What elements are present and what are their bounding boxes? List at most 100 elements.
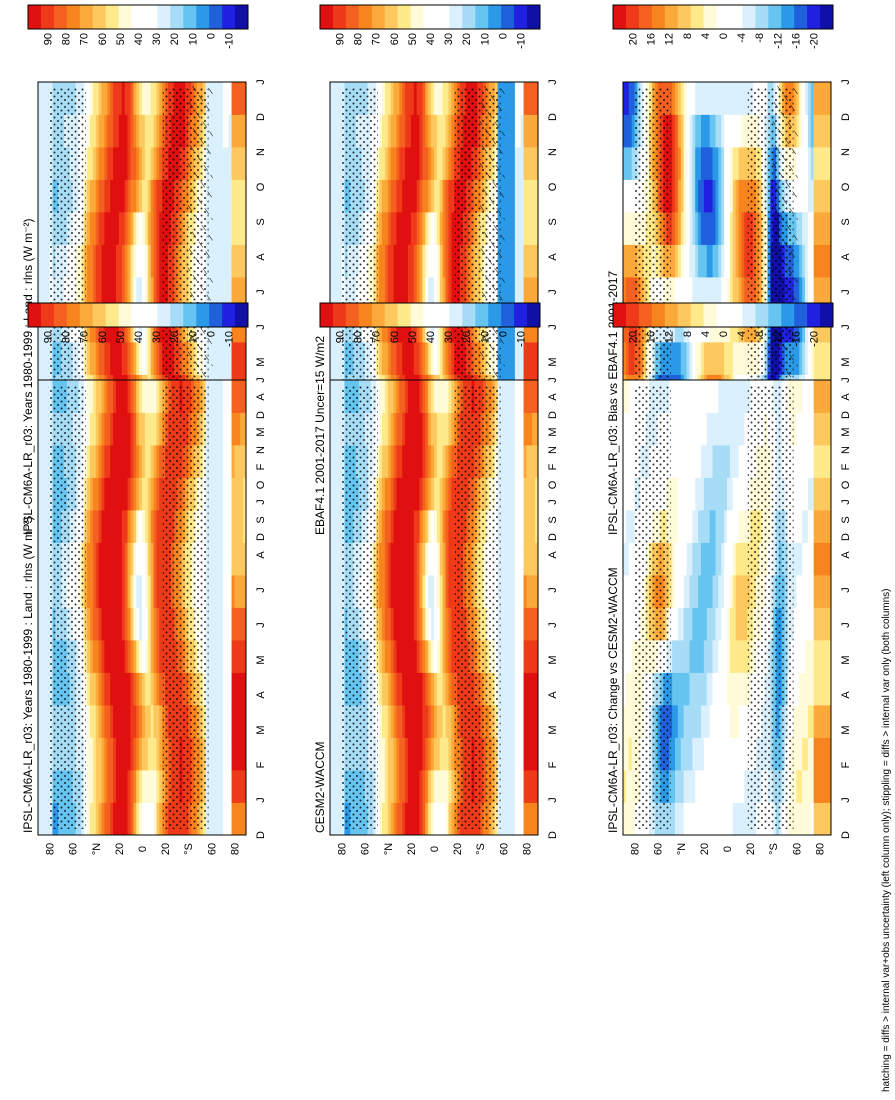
heatmap-cell <box>234 244 238 278</box>
heatmap-cell <box>243 412 247 446</box>
heatmap-cell <box>439 575 444 608</box>
heatmap-cell <box>526 737 530 771</box>
colorbar-frame <box>27 4 249 30</box>
heatmap-cell <box>95 412 100 446</box>
heatmap-cell <box>532 179 536 213</box>
heatmap-cell <box>410 147 415 180</box>
heatmap-cell <box>436 244 441 278</box>
heatmap-cell <box>234 277 238 310</box>
heatmap-cell <box>92 510 97 543</box>
heatmap-cell <box>408 542 412 576</box>
heatmap-cell <box>384 114 389 148</box>
colorbar-tick-label: 0 <box>497 331 509 337</box>
heatmap-cell <box>87 212 91 245</box>
heatmap-cell <box>393 412 397 446</box>
heatmap-cell <box>503 802 507 836</box>
heatmap-cell <box>419 179 423 213</box>
heatmap-cell <box>451 277 455 310</box>
heatmap-cell <box>211 212 215 245</box>
heatmap-cell <box>727 342 731 375</box>
heatmap-cell <box>153 445 157 478</box>
heatmap-cell <box>410 82 415 115</box>
heatmap-cell <box>387 380 392 413</box>
heatmap-cell <box>127 380 131 413</box>
heatmap-cell <box>147 477 152 511</box>
stippling-region <box>454 386 501 829</box>
heatmap-cell <box>741 179 745 213</box>
heatmap-cell <box>431 737 435 771</box>
heatmap-cell <box>379 802 383 836</box>
heatmap-cell <box>159 510 163 543</box>
heatmap-cell <box>231 737 235 771</box>
heatmap-cell <box>514 770 519 803</box>
heatmap-cell <box>451 802 455 836</box>
heatmap-cell <box>709 147 713 180</box>
heatmap-cell <box>127 212 131 245</box>
heatmap-cell <box>118 672 123 706</box>
heatmap-cell <box>503 445 507 478</box>
heatmap-cell <box>113 477 117 511</box>
heatmap-cell <box>225 477 230 511</box>
heatmap-cell <box>431 244 435 278</box>
heatmap-cell <box>156 672 160 706</box>
heatmap-cell <box>211 342 215 375</box>
heatmap-cell <box>330 510 334 543</box>
heatmap-cell <box>413 607 418 641</box>
heatmap-cell <box>95 575 100 608</box>
heatmap-cell <box>503 607 507 641</box>
heatmap-cell <box>217 179 221 213</box>
heatmap-cell <box>98 737 102 771</box>
heatmap-cell <box>413 802 418 836</box>
heatmap-cell <box>625 244 630 278</box>
heatmap-cell <box>628 244 633 278</box>
heatmap-cell <box>535 705 539 738</box>
heatmap-cell <box>118 179 123 213</box>
heatmap-cell <box>509 705 513 738</box>
heatmap-cell <box>335 770 340 803</box>
heatmap-cell <box>87 575 91 608</box>
heatmap-cell <box>338 575 342 608</box>
heatmap-cell <box>127 705 131 738</box>
heatmap-cell <box>376 607 380 641</box>
heatmap-cell <box>130 542 134 576</box>
heatmap-cell <box>214 510 218 543</box>
heatmap-cell <box>243 705 247 738</box>
heatmap-cell <box>503 477 507 511</box>
heatmap-cell <box>136 607 140 641</box>
heatmap-cell <box>237 412 241 446</box>
heatmap-cell <box>434 542 438 576</box>
heatmap-cell <box>222 542 227 576</box>
heatmap-cell <box>451 114 455 148</box>
heatmap-cell <box>127 445 131 478</box>
heatmap-cell <box>113 510 117 543</box>
heatmap-cell <box>214 380 218 413</box>
heatmap-cell <box>121 244 126 278</box>
heatmap-cell <box>416 179 420 213</box>
heatmap-cell <box>133 705 137 738</box>
heatmap-cell <box>127 342 131 375</box>
heatmap-cell <box>431 705 435 738</box>
heatmap-cell <box>741 114 745 148</box>
heatmap-cell <box>529 114 533 148</box>
colorbar-swatch <box>807 5 821 29</box>
heatmap-cell <box>150 737 154 771</box>
heatmap-cell <box>405 672 409 706</box>
heatmap-cell <box>95 705 100 738</box>
heatmap-cell <box>712 114 716 148</box>
heatmap-cell <box>335 179 340 213</box>
heatmap-cell <box>225 640 230 673</box>
heatmap-cell <box>46 380 50 413</box>
heatmap-cell <box>410 277 415 310</box>
heatmap-cell <box>136 737 140 771</box>
heatmap-cell <box>425 342 429 375</box>
heatmap-cell <box>410 770 415 803</box>
heatmap-cell <box>243 244 247 278</box>
heatmap-cell <box>104 179 108 213</box>
heatmap-cell <box>222 244 227 278</box>
heatmap-cell <box>43 445 48 478</box>
heatmap-cell <box>509 737 513 771</box>
heatmap-cell <box>520 737 524 771</box>
colorbar-swatch <box>92 303 107 327</box>
heatmap-cell <box>124 542 128 576</box>
heatmap-cell <box>228 542 232 576</box>
